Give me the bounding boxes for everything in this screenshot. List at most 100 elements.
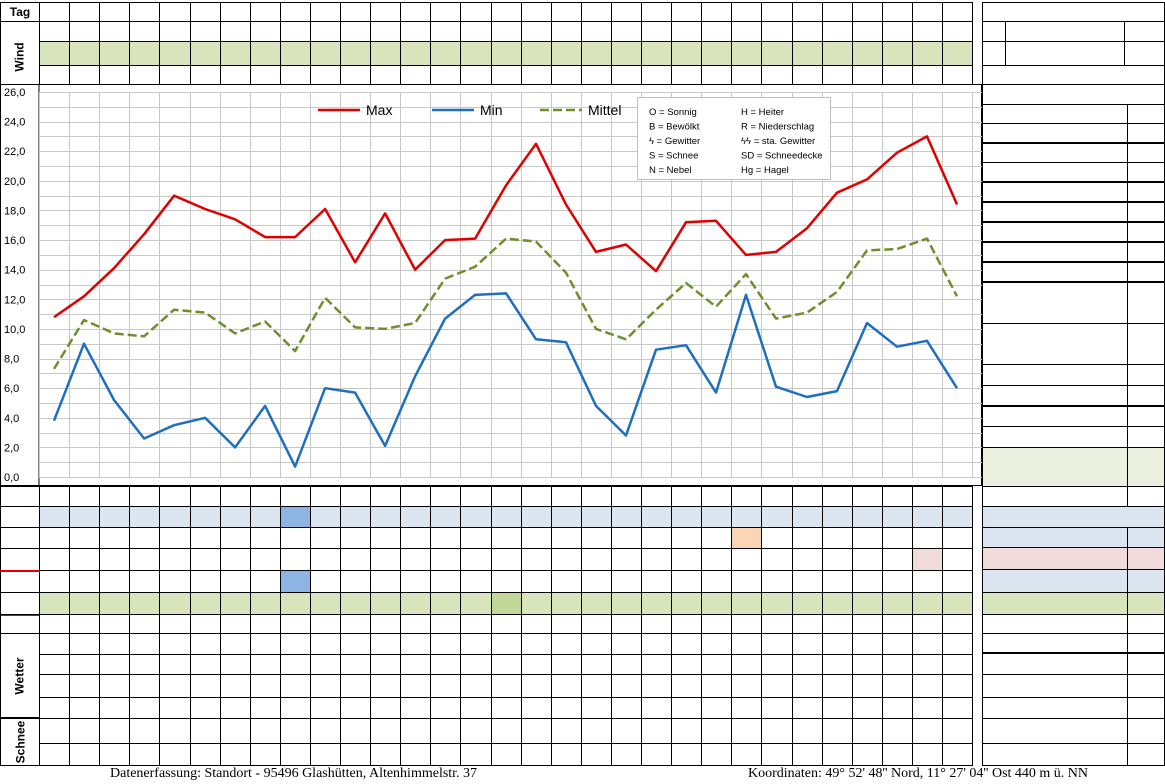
days-cell [129, 2, 160, 22]
schnee-cell [159, 743, 191, 766]
niederschlag-cell [521, 527, 552, 549]
mittel-cell [701, 592, 732, 615]
blank-cell [99, 614, 130, 634]
wind-label-text: Wind [13, 41, 27, 72]
weather-key-box [637, 97, 831, 180]
mittel-cell [400, 592, 431, 615]
max-ms-value [1124, 21, 1165, 42]
hoechst-cell [129, 548, 160, 571]
stat-label [982, 364, 1128, 386]
boden-cell [340, 506, 371, 528]
day-cell [39, 486, 70, 507]
wind-ms-cell [310, 21, 341, 42]
boden-cell [852, 506, 883, 528]
niederschlag-cell [551, 527, 582, 549]
niederschlag-cell [69, 527, 100, 549]
hoechst-cell [942, 548, 973, 571]
niederschlag-cell [491, 527, 522, 549]
weather-key-item: B = Bewölkt [649, 122, 700, 133]
niedrigst-cell [460, 570, 492, 593]
wetter-cell [521, 674, 552, 698]
niedrigst-cell [822, 570, 853, 593]
wetter-cell [430, 654, 461, 675]
boden-cell [491, 506, 522, 528]
schnee-cell [761, 743, 793, 766]
boden-cell [129, 506, 160, 528]
blank-cell [39, 614, 70, 634]
blank-cell [551, 614, 582, 634]
schnee-cell [69, 743, 100, 766]
wind-kmh-cell [581, 41, 612, 66]
day-cell [521, 486, 552, 507]
mittel-cell [129, 592, 160, 615]
hoechst-cell [310, 548, 341, 571]
blank-cell [0, 486, 40, 507]
blank-cell [0, 548, 40, 571]
boden-cell [99, 506, 130, 528]
mittel-marker-line [0, 614, 40, 616]
stat-value [1127, 123, 1165, 143]
niedrigst-cell [190, 570, 221, 593]
wetter-cell [310, 633, 341, 655]
schnee-cell [852, 743, 883, 766]
days-cell [220, 2, 251, 22]
wetter-cell [521, 633, 552, 655]
wind-kmh-cell [491, 41, 522, 66]
hoechst-cell [611, 548, 642, 571]
boden-cell [942, 506, 973, 528]
schnee-cell [340, 718, 371, 744]
day-cell [159, 486, 191, 507]
niedrigst-cell [39, 570, 70, 593]
wetter-cell [129, 697, 160, 719]
blank-cell [491, 614, 522, 634]
wetter-cell [761, 674, 793, 698]
wetter-cell [190, 654, 221, 675]
wetter-cell [701, 654, 732, 675]
wind-kmh-cell [159, 41, 191, 66]
maximale-label [1005, 21, 1125, 42]
boden-cell [280, 506, 311, 528]
schnee-cell [310, 718, 341, 744]
niederschlag-cell [731, 527, 762, 549]
wind-kmh-cell [641, 41, 672, 66]
wetter-cell [129, 674, 160, 698]
niedrigst-cell [280, 570, 311, 593]
wind-kmh-cell [852, 41, 883, 66]
wind-kmh-cell [99, 41, 130, 66]
wetter-cell [220, 654, 251, 675]
hoechst-cell [190, 548, 221, 571]
wetter-cell [792, 633, 823, 655]
wetter-cell [159, 674, 191, 698]
blank-cell [731, 614, 762, 634]
schnee-cell [822, 743, 853, 766]
days-cell [521, 2, 552, 22]
wetter-cell [611, 674, 642, 698]
days-cell [340, 2, 371, 22]
boden-cell [39, 506, 70, 528]
days-cell [551, 2, 582, 22]
mittel-cell [761, 592, 793, 615]
niedrigst-cell [159, 570, 191, 593]
stat-label [982, 486, 1128, 507]
days-cell [942, 2, 973, 22]
stat-value [1127, 202, 1165, 222]
mittel-cell [822, 592, 853, 615]
hoechst-cell [792, 548, 823, 571]
boden-cell [822, 506, 853, 528]
stat-value [1127, 674, 1165, 698]
wetter-cell [822, 654, 853, 675]
unit-label [0, 592, 40, 615]
niedrigst-cell [310, 570, 341, 593]
wind-label: Wind [0, 21, 40, 92]
schnee-cell [370, 743, 401, 766]
wind-kmh-cell [39, 41, 70, 66]
wetter-cell [39, 674, 70, 698]
stat-value [1127, 323, 1165, 365]
schnee-cell [280, 718, 311, 744]
wind-ms-cell [69, 21, 100, 42]
stat-label [982, 282, 1128, 324]
wetter-cell [521, 697, 552, 719]
hoechst-cell [280, 548, 311, 571]
schnee-cell [731, 743, 762, 766]
days-cell [491, 2, 522, 22]
